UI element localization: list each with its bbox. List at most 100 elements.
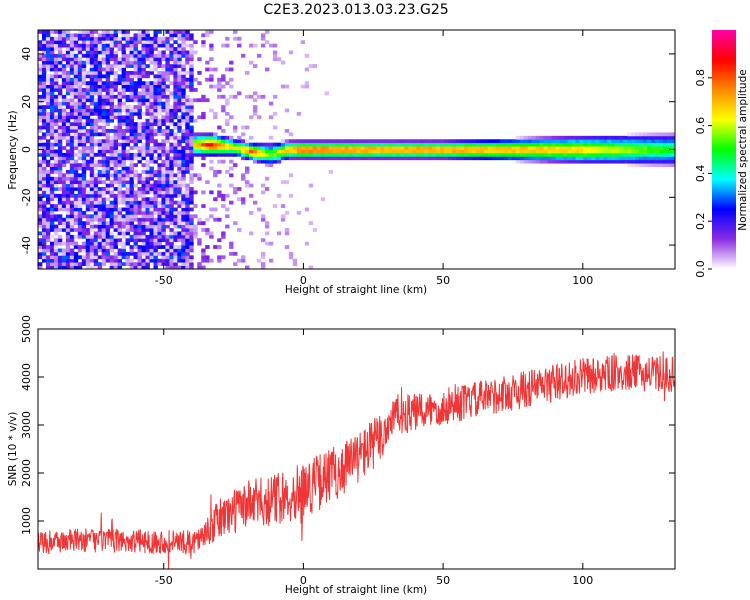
- spectrogram-cell: [85, 105, 91, 109]
- spectrogram-cell: [452, 152, 457, 157]
- spectrogram-cell: [173, 81, 178, 86]
- spectrogram-cell: [436, 149, 441, 154]
- spectrogram-cell: [467, 156, 473, 161]
- spectrogram-cell: [595, 159, 600, 164]
- spectrogram-cell: [428, 146, 433, 150]
- spectrogram-cell: [73, 139, 79, 144]
- spectrogram-cell: [133, 132, 138, 137]
- spectrogram-cell: [117, 108, 123, 113]
- spectrogram-cell: [129, 94, 134, 99]
- spectrogram-cell: [153, 77, 158, 82]
- spectrogram-cell: [153, 183, 158, 188]
- spectrogram-cell: [61, 43, 67, 48]
- spectrogram-cell: [125, 88, 130, 92]
- spectrogram-cell: [125, 193, 130, 198]
- spectrogram-cell: [161, 139, 166, 144]
- spectrogram-cell: [169, 217, 174, 222]
- spectrogram-cell: [324, 152, 330, 157]
- spectrogram-cell: [113, 50, 119, 55]
- spectrogram-cell: [109, 40, 115, 45]
- spectrogram-cell: [181, 214, 186, 219]
- spectrogram-cell: [153, 190, 158, 195]
- spectrogram-cell: [93, 67, 99, 72]
- spectrogram-cell: [38, 159, 43, 164]
- spectrogram-cell: [157, 81, 162, 86]
- spectrogram-cell: [105, 88, 111, 92]
- spectrogram-cell: [149, 67, 154, 72]
- spectrogram-cell: [61, 197, 67, 202]
- spectrogram-cell: [137, 176, 142, 181]
- spectrogram-cell: [41, 228, 47, 232]
- spectrogram-cell: [563, 135, 568, 140]
- spectrogram-cell: [77, 200, 83, 205]
- spectrogram-cell: [129, 245, 134, 249]
- spectrogram-cell: [655, 163, 660, 167]
- spectrogram-cell: [121, 207, 126, 212]
- spectrogram-cell: [125, 70, 130, 75]
- spectrogram-cell: [189, 50, 194, 55]
- spectrogram-cell: [149, 169, 154, 174]
- spectrogram-cell: [173, 84, 178, 89]
- spectrogram-cell: [161, 234, 166, 239]
- spectrogram-cell: [551, 159, 556, 164]
- spectrogram-cell: [316, 139, 322, 144]
- spectrogram-cell: [81, 187, 87, 191]
- spectrogram-cell: [543, 156, 548, 161]
- spectrogram-cell: [117, 197, 123, 202]
- spectrogram-cell: [125, 77, 130, 82]
- spectrogram-cell: [93, 122, 99, 126]
- spectrogram-cell: [81, 111, 87, 116]
- spectrogram-cell: [153, 122, 158, 126]
- spectrogram-cell: [671, 163, 676, 167]
- spectrogram-cell: [153, 149, 158, 154]
- spectrogram-cell: [185, 166, 190, 171]
- spectrogram-cell: [165, 251, 170, 256]
- spectrogram-cell: [57, 36, 63, 41]
- spectrogram-cell: [113, 77, 119, 82]
- spectrogram-cell: [45, 132, 51, 137]
- spectrogram-cell: [308, 64, 314, 68]
- spectrogram-cell: [428, 149, 433, 154]
- spectrogram-cell: [153, 36, 158, 41]
- spectrogram-cell: [308, 265, 314, 270]
- spectrogram-cell: [575, 159, 580, 164]
- spectrogram-cell: [663, 159, 668, 164]
- spectrogram-cell: [535, 146, 541, 150]
- spectrogram-cell: [448, 146, 453, 150]
- spectrogram-cell: [105, 255, 111, 260]
- spectrogram-cell: [623, 146, 628, 150]
- spectrogram-cell: [41, 152, 47, 157]
- spectrogram-cell: [316, 146, 322, 150]
- spectrogram-cell: [57, 159, 63, 164]
- spectrogram-cell: [57, 118, 63, 123]
- spectrogram-cell: [137, 248, 142, 253]
- spectrogram-cell: [165, 248, 170, 253]
- spectrogram-cell: [57, 47, 63, 51]
- spectrogram-cell: [45, 33, 51, 38]
- spectrogram-cell: [89, 146, 95, 150]
- spectrogram-cell: [113, 146, 119, 150]
- spectrogram-cell: [97, 81, 103, 86]
- spectrogram-cell: [77, 70, 83, 75]
- spectrogram-cell: [659, 152, 664, 157]
- spectrogram-cell: [101, 105, 107, 109]
- snr-series-group: [37, 351, 676, 569]
- spectrogram-cell: [69, 214, 75, 219]
- spectrogram-cell: [169, 129, 174, 133]
- spectrogram-cell: [65, 84, 71, 89]
- spectrogram-cell: [125, 98, 130, 103]
- spectrogram-cell: [125, 40, 130, 45]
- spectrogram-cell: [364, 156, 369, 161]
- spectrogram-cell: [109, 234, 115, 239]
- spectrogram-cell: [65, 245, 71, 249]
- spectrogram-cell: [41, 210, 47, 215]
- spectrogram-cell: [304, 146, 310, 150]
- spectrogram-cell: [177, 180, 182, 185]
- spectrogram-cell: [264, 231, 270, 236]
- spectrogram-cell: [615, 139, 620, 144]
- spectrogram-cell: [189, 33, 194, 38]
- spectrogram-cell: [137, 129, 142, 133]
- spectrogram-cell: [181, 40, 186, 45]
- spectrogram-cell: [272, 111, 278, 116]
- spectrogram-cell: [145, 197, 150, 202]
